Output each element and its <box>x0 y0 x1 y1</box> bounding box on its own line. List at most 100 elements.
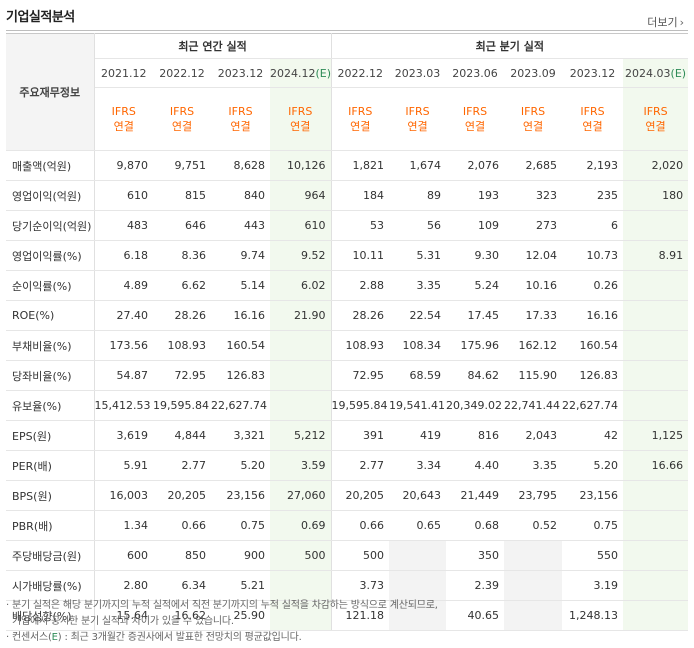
group-annual: 최근 연간 실적 <box>94 33 332 59</box>
table-cell: 0.52 <box>504 510 563 541</box>
table-cell <box>623 540 689 571</box>
table-row: 영업이익(억원) 610 815 840 964 184 89 193 323 235 180 <box>6 180 689 211</box>
table-cell: 19,541.41 <box>389 390 447 421</box>
table-cell: 4,844 <box>153 420 211 451</box>
table-cell <box>623 600 689 631</box>
accounting-basis: IFRS 연결 <box>446 87 505 151</box>
table-cell: 8,628 <box>211 150 270 181</box>
table-cell <box>504 600 563 631</box>
table-cell: 273 <box>504 210 563 241</box>
row-label: 순이익률(%) <box>6 270 95 301</box>
more-link[interactable]: 더보기 › <box>647 14 684 30</box>
table-cell: 4.89 <box>94 270 153 301</box>
table-cell: 10.16 <box>504 270 563 301</box>
table-cell <box>389 600 447 631</box>
section-title: 기업실적분석 <box>6 10 75 25</box>
table-cell: 20,205 <box>153 480 211 511</box>
table-row: EPS(원) 3,619 4,844 3,321 5,212 391 419 816 2,043… <box>6 420 689 451</box>
table-cell: 68.59 <box>389 360 447 391</box>
row-label: 영업이익률(%) <box>6 240 95 271</box>
table-cell: 27.40 <box>94 300 153 331</box>
table-cell: 23,156 <box>562 480 624 511</box>
table-cell: 9.74 <box>211 240 270 271</box>
table-cell: 964 <box>270 180 332 211</box>
accounting-basis: IFRS 연결 <box>94 87 153 151</box>
table-cell: 5,212 <box>270 420 332 451</box>
table-cell: 0.65 <box>389 510 447 541</box>
table-cell: 22.54 <box>389 300 447 331</box>
table-cell: 6.02 <box>270 270 332 301</box>
footnote-1-cont: 기업에서 공시한 분기 실적과 차이가 있을 수 있습니다. <box>12 616 234 627</box>
consolidated-label: 연결 <box>464 120 486 133</box>
table-cell <box>623 360 689 391</box>
table-cell: 5.20 <box>562 450 624 481</box>
chevron-right-icon: › <box>679 16 684 29</box>
table-cell: 0.66 <box>153 510 211 541</box>
table-cell: 2.39 <box>446 570 505 601</box>
accounting-basis: IFRS 연결 <box>504 87 563 151</box>
table-cell: 9,870 <box>94 150 153 181</box>
table-cell: 3.19 <box>562 570 624 601</box>
table-cell <box>270 330 332 361</box>
row-label: 배당성향(%) <box>6 600 95 631</box>
table-cell: 6 <box>562 210 624 241</box>
table-cell: 8.36 <box>153 240 211 271</box>
ifrs-label: IFRS <box>405 105 430 118</box>
table-cell: 850 <box>153 540 211 571</box>
more-link-label: 더보기 <box>647 16 678 29</box>
period-header: 2024.12(E) <box>270 58 332 88</box>
table-row: 유보율(%) 15,412.53 19,595.84 22,627.74 19,595.… <box>6 390 689 421</box>
table-cell: 21,449 <box>446 480 505 511</box>
table-cell: 5.91 <box>94 450 153 481</box>
table-cell <box>270 390 332 421</box>
footnote-2: · 컨센서스(E) : 최근 3개월간 증권사에서 발표한 전망치의 평균값입니… <box>6 632 302 643</box>
table-cell: 5.21 <box>211 570 270 601</box>
consolidated-label: 연결 <box>350 120 371 133</box>
table-cell: 2.80 <box>94 570 153 601</box>
consolidated-label: 연결 <box>290 120 311 133</box>
table-cell: 2.88 <box>331 270 390 301</box>
table-cell: 235 <box>562 180 624 211</box>
table-cell: 17.33 <box>504 300 563 331</box>
table-cell: 815 <box>153 180 211 211</box>
table-cell: 121.18 <box>331 600 390 631</box>
table-cell <box>623 330 689 361</box>
table-row: PER(배) 5.91 2.77 5.20 3.59 2.77 3.34 4.40 3.35 5.… <box>6 450 689 481</box>
table-cell: 22,627.74 <box>562 390 624 421</box>
table-cell: 9.52 <box>270 240 332 271</box>
table-cell: 500 <box>270 540 332 571</box>
table-cell <box>623 480 689 511</box>
table-cell: 1,248.13 <box>562 600 624 631</box>
table-cell: 0.75 <box>562 510 624 541</box>
table-cell: 2.77 <box>331 450 390 481</box>
table-cell <box>270 600 332 631</box>
table-cell: 126.83 <box>562 360 624 391</box>
table-cell <box>623 570 689 601</box>
table-cell: 19,595.84 <box>331 390 390 421</box>
consolidated-label: 연결 <box>522 120 544 133</box>
table-cell: 12.04 <box>504 240 563 271</box>
table-cell: 500 <box>331 540 390 571</box>
table-cell: 2.77 <box>153 450 211 481</box>
table-cell: 1,125 <box>623 420 689 451</box>
period-header: 2022.12 <box>153 58 211 88</box>
table-cell: 5.14 <box>211 270 270 301</box>
accounting-basis: IFRS 연결 <box>270 87 332 151</box>
table-cell: 0.68 <box>446 510 505 541</box>
table-cell <box>389 540 447 571</box>
table-cell: 22,627.74 <box>211 390 270 421</box>
table-cell: 53 <box>331 210 390 241</box>
table-cell: 610 <box>94 180 153 211</box>
table-cell <box>270 360 332 391</box>
table-cell: 175.96 <box>446 330 505 361</box>
table-cell: 5.20 <box>211 450 270 481</box>
ifrs-label: IFRS <box>169 105 195 118</box>
table-row: PBR(배) 1.34 0.66 0.75 0.69 0.66 0.65 0.68 0.52 0.… <box>6 510 689 541</box>
table-cell: 10,126 <box>270 150 332 181</box>
table-cell: 21.90 <box>270 300 332 331</box>
table-row: BPS(원) 16,003 20,205 23,156 27,060 20,205 20,6… <box>6 480 689 511</box>
table-cell: 173.56 <box>94 330 153 361</box>
table-cell: 3.35 <box>389 270 447 301</box>
table-cell: 28.26 <box>331 300 390 331</box>
